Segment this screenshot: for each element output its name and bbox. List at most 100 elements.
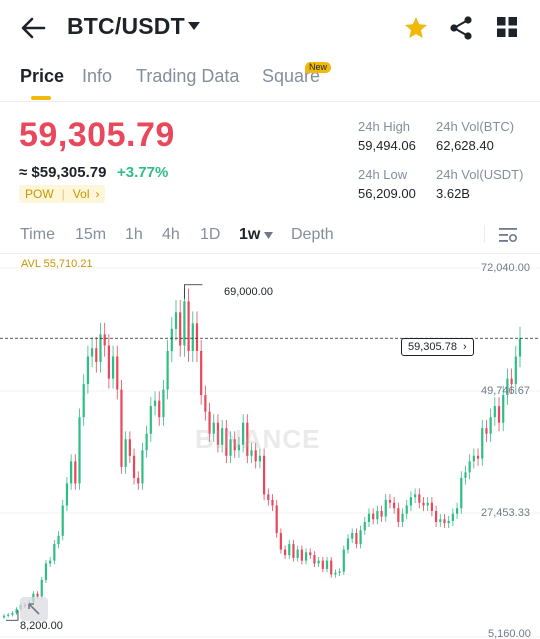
candle (409, 491, 413, 512)
chart-settings-icon[interactable] (497, 225, 519, 245)
candle (40, 576, 43, 599)
candle (78, 408, 81, 490)
candle (187, 288, 190, 362)
interval-1h[interactable]: 1h (125, 226, 143, 243)
candle (70, 454, 73, 490)
expand-chart-button[interactable] (20, 597, 48, 621)
candle (279, 528, 282, 554)
candle (443, 514, 446, 529)
candle (233, 431, 236, 458)
interval-time[interactable]: Time (20, 226, 55, 243)
candle (200, 339, 203, 405)
candle (363, 516, 366, 536)
candle (430, 497, 434, 517)
interval-depth[interactable]: Depth (291, 226, 334, 243)
candlestick-chart[interactable] (0, 255, 540, 639)
converted-price: ≈ $59,305.79 (19, 164, 107, 181)
candle (7, 612, 10, 618)
chevron-right-icon[interactable]: › (95, 187, 100, 201)
grid-icon[interactable] (496, 16, 518, 38)
candle (195, 311, 199, 362)
back-arrow-icon[interactable] (20, 16, 46, 40)
tab-price[interactable]: Price (20, 66, 65, 86)
candle (460, 471, 463, 514)
candle (141, 442, 144, 490)
candle (204, 385, 207, 421)
asset-tags[interactable]: POW | Vol › (19, 185, 106, 203)
tab-trading-data[interactable]: Trading Data (136, 66, 240, 86)
candle (384, 494, 387, 522)
candle (447, 515, 450, 529)
stat-low-label: 24h Low (358, 167, 408, 182)
candle (300, 545, 303, 565)
candle (107, 334, 110, 389)
tab-info[interactable]: Info (82, 66, 113, 86)
candle (372, 508, 375, 525)
price-chart[interactable] (0, 255, 540, 639)
y-tick-label: 5,160.00 (488, 628, 531, 639)
candle (153, 391, 157, 416)
candle (53, 539, 56, 565)
candle (342, 545, 345, 575)
stat-high-value: 59,494.06 (358, 138, 416, 153)
interval-caret-icon[interactable] (264, 232, 273, 239)
candle (489, 408, 492, 442)
star-icon[interactable] (403, 15, 429, 41)
candle (292, 539, 295, 562)
candle (103, 322, 106, 357)
share-icon[interactable] (449, 15, 473, 41)
candle (246, 414, 249, 464)
candle (455, 502, 459, 520)
current-price-flag[interactable]: 59,305.78 › (401, 338, 474, 356)
candle (472, 448, 475, 469)
candle (506, 368, 509, 405)
trading-pair-title[interactable]: BTC/USDT (67, 13, 185, 39)
stat-vol-btc-label: 24h Vol(BTC) (436, 119, 515, 134)
caret-down-icon[interactable] (187, 19, 201, 33)
active-tab-indicator (31, 96, 51, 100)
top-bar: BTC/USDT (0, 0, 540, 56)
candle (296, 545, 299, 562)
candle (120, 379, 123, 474)
candle (414, 488, 417, 504)
price-change-percent: +3.77% (117, 164, 169, 181)
candle (321, 556, 324, 573)
stat-vol-btc-value: 62,628.40 (436, 138, 494, 153)
candle (405, 499, 408, 520)
candle (111, 345, 115, 389)
candle (510, 368, 513, 394)
interval-15m[interactable]: 15m (75, 226, 107, 243)
stat-vol-usdt-value: 3.62B (436, 186, 470, 201)
candle (166, 339, 169, 400)
candle (476, 448, 480, 466)
candle (468, 454, 471, 480)
candle (464, 465, 467, 485)
tag-pow[interactable]: POW (25, 187, 54, 201)
new-badge: New (305, 62, 332, 73)
candle (334, 569, 337, 578)
candle (74, 454, 77, 490)
candle (162, 379, 165, 426)
candle (485, 419, 488, 442)
candle (426, 497, 429, 512)
tag-vol[interactable]: Vol (72, 187, 90, 201)
interval-4h[interactable]: 4h (162, 226, 180, 243)
candle (132, 448, 136, 485)
candle (158, 391, 161, 426)
candle (288, 539, 291, 559)
interval-1w[interactable]: 1w (239, 226, 261, 243)
candle (49, 556, 52, 567)
candle (304, 548, 308, 565)
candle (191, 311, 194, 362)
candle (95, 337, 98, 373)
min-price-label: 8,200.00 (20, 620, 63, 632)
watermark: BINANCE (195, 424, 321, 454)
candle (11, 611, 14, 617)
candle (355, 528, 358, 549)
candle (170, 317, 173, 362)
candle (330, 556, 333, 578)
candle (439, 514, 442, 528)
candle (376, 505, 379, 525)
max-price-leader (183, 284, 203, 299)
interval-1d[interactable]: 1D (200, 226, 221, 243)
